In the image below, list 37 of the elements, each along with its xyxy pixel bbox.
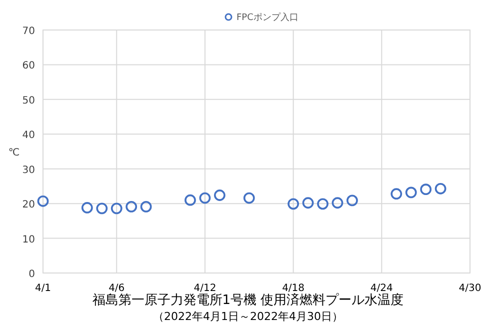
point [390, 188, 402, 200]
point [96, 202, 108, 214]
y-tick-label: 60 [22, 60, 35, 72]
point [288, 198, 300, 210]
point [81, 202, 93, 214]
point [317, 198, 328, 210]
y-tick-label: 40 [22, 130, 35, 142]
point [346, 194, 358, 206]
point [214, 190, 226, 201]
x-tick-label: 4/6 [108, 283, 125, 294]
y-tick-label: 30 [22, 164, 35, 176]
x-tick-label: 4/1 [34, 283, 52, 294]
point [199, 192, 211, 204]
point [332, 197, 344, 209]
y-tick-label: 10 [22, 234, 35, 246]
point [434, 182, 446, 194]
text: 福島第一原子力発電所1号機 使用済燃料プール水温度 [92, 292, 404, 308]
point [243, 192, 255, 204]
y-tick-label: 0 [28, 269, 35, 280]
point [37, 195, 49, 207]
point [184, 194, 196, 206]
legend-label: FPCポンプ入口 [236, 12, 298, 23]
x-tick-label: 4/30 [458, 283, 482, 294]
point [420, 184, 432, 196]
point [110, 202, 122, 214]
x-tick-label: 4/18 [282, 283, 305, 294]
y-tick-label: 70 [22, 26, 35, 37]
y-tick-label: 50 [22, 95, 35, 106]
point [140, 200, 152, 212]
y-axis-title: ℃ [8, 148, 20, 158]
text: （2022年4月1日～2022年4月30日） [153, 310, 343, 323]
x-tick-label: 4/12 [194, 283, 216, 294]
point [126, 200, 138, 212]
x-tick-label: 4/24 [370, 283, 393, 294]
y-tick-label: 20 [22, 200, 35, 211]
point [302, 197, 314, 209]
point [405, 186, 417, 198]
